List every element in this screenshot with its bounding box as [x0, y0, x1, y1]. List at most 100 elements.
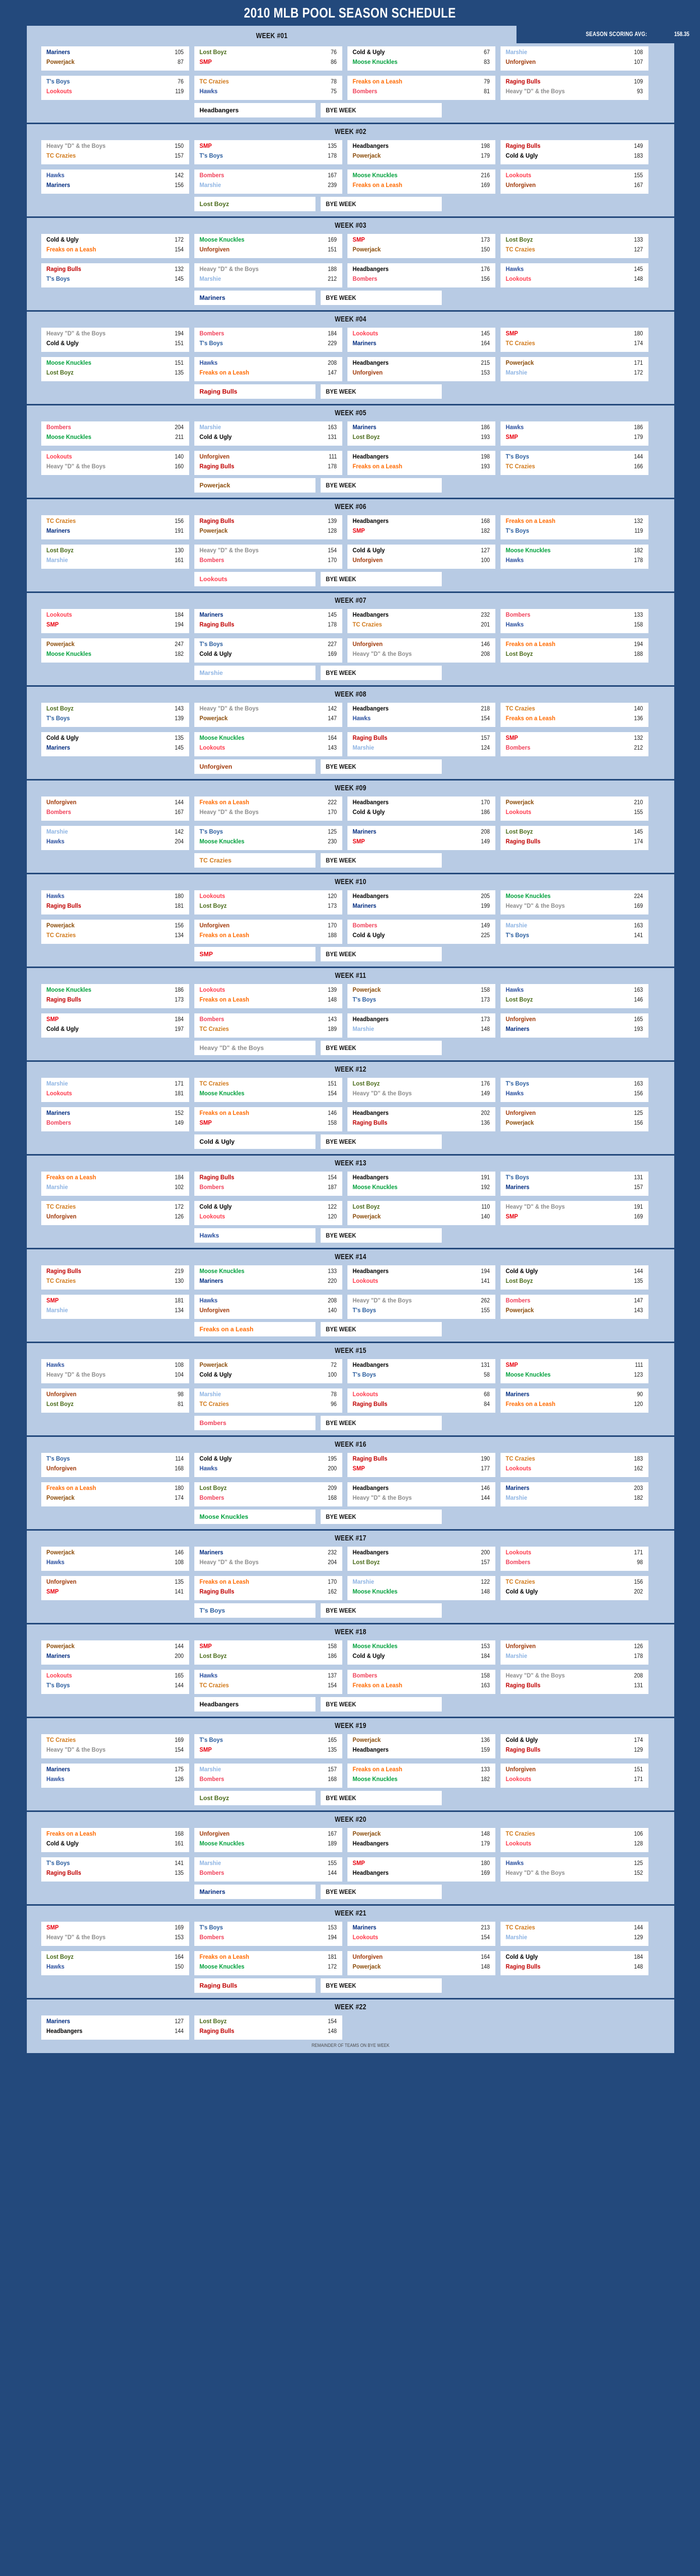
bye-team-box[interactable]: Marshie [194, 666, 315, 680]
matchup-box[interactable]: Lookouts 139 Freaks on a Leash 148 [194, 984, 342, 1008]
matchup-box[interactable]: SMP 184 Cold & Ugly 197 [41, 1013, 189, 1038]
matchup-box[interactable]: Hawks 180 Raging Bulls 181 [41, 890, 189, 914]
matchup-box[interactable]: Mariners 127 Headbangers 144 [41, 2015, 189, 2040]
matchup-box[interactable]: T's Boys 141 Raging Bulls 135 [41, 1857, 189, 1882]
matchup-box[interactable]: SMP 173 Powerjack 150 [347, 234, 495, 258]
matchup-box[interactable]: Bombers 147 Powerjack 143 [501, 1295, 648, 1319]
matchup-box[interactable]: Marshie 163 Cold & Ugly 131 [194, 421, 342, 446]
matchup-box[interactable]: Lookouts 145 Mariners 164 [347, 328, 495, 352]
matchup-box[interactable]: Powerjack 148 Headbangers 179 [347, 1828, 495, 1852]
matchup-box[interactable]: Mariners 145 Raging Bulls 178 [194, 609, 342, 633]
matchup-box[interactable]: Headbangers 176 Bombers 156 [347, 263, 495, 287]
bye-team-box[interactable]: SMP [194, 947, 315, 961]
matchup-box[interactable]: Headbangers 191 Moose Knuckles 192 [347, 1172, 495, 1196]
matchup-box[interactable]: TC Crazies 151 Moose Knuckles 154 [194, 1078, 342, 1102]
matchup-box[interactable]: Moose Knuckles 153 Cold & Ugly 184 [347, 1640, 495, 1665]
matchup-box[interactable]: Mariners 152 Bombers 149 [41, 1107, 189, 1131]
matchup-box[interactable]: TC Crazies 140 Freaks on a Leash 136 [501, 703, 648, 727]
matchup-box[interactable]: Marshie 171 Lookouts 181 [41, 1078, 189, 1102]
bye-team-box[interactable]: Mariners [194, 291, 315, 305]
matchup-box[interactable]: Heavy "D" & the Boys 188 Marshie 212 [194, 263, 342, 287]
matchup-box[interactable]: Heavy "D" & the Boys 191 SMP 169 [501, 1201, 648, 1225]
matchup-box[interactable]: SMP 111 Moose Knuckles 123 [501, 1359, 648, 1383]
matchup-box[interactable]: Headbangers 202 Raging Bulls 136 [347, 1107, 495, 1131]
matchup-box[interactable]: Freaks on a Leash 146 SMP 158 [194, 1107, 342, 1131]
matchup-box[interactable]: TC Crazies 144 Marshie 129 [501, 1922, 648, 1946]
matchup-box[interactable]: Cold & Ugly 135 Mariners 145 [41, 732, 189, 756]
matchup-box[interactable]: Lookouts 68 Raging Bulls 84 [347, 1388, 495, 1413]
matchup-box[interactable]: Lost Boyz 143 T's Boys 139 [41, 703, 189, 727]
matchup-box[interactable]: Freaks on a Leash 168 Cold & Ugly 161 [41, 1828, 189, 1852]
matchup-box[interactable]: Hawks 163 Lost Boyz 146 [501, 984, 648, 1008]
bye-team-box[interactable]: Cold & Ugly [194, 1134, 315, 1149]
matchup-box[interactable]: Freaks on a Leash 184 Marshie 102 [41, 1172, 189, 1196]
matchup-box[interactable]: Powerjack 247 Moose Knuckles 182 [41, 638, 189, 663]
matchup-box[interactable]: Unforgiven 167 Moose Knuckles 189 [194, 1828, 342, 1852]
matchup-box[interactable]: Moose Knuckles 216 Freaks on a Leash 169 [347, 170, 495, 194]
matchup-box[interactable]: Powerjack 72 Cold & Ugly 100 [194, 1359, 342, 1383]
matchup-box[interactable]: Cold & Ugly 174 Raging Bulls 129 [501, 1734, 648, 1758]
matchup-box[interactable]: Unforgiven 146 Heavy "D" & the Boys 208 [347, 638, 495, 663]
matchup-box[interactable]: Hawks 142 Mariners 156 [41, 170, 189, 194]
matchup-box[interactable]: Mariners 203 Marshie 182 [501, 1482, 648, 1506]
matchup-box[interactable]: Powerjack 156 TC Crazies 134 [41, 920, 189, 944]
matchup-box[interactable]: Moose Knuckles 151 Lost Boyz 135 [41, 357, 189, 381]
matchup-box[interactable]: Marshie 108 Unforgiven 107 [501, 46, 648, 71]
matchup-box[interactable]: Unforgiven 126 Marshie 178 [501, 1640, 648, 1665]
matchup-box[interactable]: Moose Knuckles 164 Lookouts 143 [194, 732, 342, 756]
matchup-box[interactable]: Unforgiven 164 Powerjack 148 [347, 1951, 495, 1975]
matchup-box[interactable]: Freaks on a Leash 180 Powerjack 174 [41, 1482, 189, 1506]
matchup-box[interactable]: SMP 158 Lost Boyz 186 [194, 1640, 342, 1665]
matchup-box[interactable]: Marshie 163 T's Boys 141 [501, 920, 648, 944]
matchup-box[interactable]: Mariners 90 Freaks on a Leash 120 [501, 1388, 648, 1413]
matchup-box[interactable]: Headbangers 218 Hawks 154 [347, 703, 495, 727]
matchup-box[interactable]: Raging Bulls 132 T's Boys 145 [41, 263, 189, 287]
matchup-box[interactable]: Freaks on a Leash 133 Moose Knuckles 182 [347, 1764, 495, 1788]
bye-team-box[interactable]: Freaks on a Leash [194, 1322, 315, 1336]
matchup-box[interactable]: Cold & Ugly 144 Lost Boyz 135 [501, 1265, 648, 1290]
matchup-box[interactable]: Bombers 184 T's Boys 229 [194, 328, 342, 352]
matchup-box[interactable]: Moose Knuckles 186 Raging Bulls 173 [41, 984, 189, 1008]
matchup-box[interactable]: Marshie 122 Moose Knuckles 148 [347, 1576, 495, 1600]
matchup-box[interactable]: Lost Boyz 76 SMP 86 [194, 46, 342, 71]
matchup-box[interactable]: Cold & Ugly 127 Unforgiven 100 [347, 545, 495, 569]
matchup-box[interactable]: Mariners 232 Heavy "D" & the Boys 204 [194, 1547, 342, 1571]
bye-team-box[interactable]: T's Boys [194, 1603, 315, 1618]
matchup-box[interactable]: Powerjack 210 Lookouts 155 [501, 796, 648, 821]
matchup-box[interactable]: Lost Boyz 145 Raging Bulls 174 [501, 826, 648, 850]
matchup-box[interactable]: Freaks on a Leash 181 Moose Knuckles 172 [194, 1951, 342, 1975]
matchup-box[interactable]: Mariners 213 Lookouts 154 [347, 1922, 495, 1946]
matchup-box[interactable]: Heavy "D" & the Boys 150 TC Crazies 157 [41, 140, 189, 164]
matchup-box[interactable]: T's Boys 153 Bombers 194 [194, 1922, 342, 1946]
matchup-box[interactable]: SMP 135 T's Boys 178 [194, 140, 342, 164]
matchup-box[interactable]: Cold & Ugly 195 Hawks 200 [194, 1453, 342, 1477]
matchup-box[interactable]: T's Boys 227 Cold & Ugly 169 [194, 638, 342, 663]
matchup-box[interactable]: SMP 132 Bombers 212 [501, 732, 648, 756]
bye-team-box[interactable]: Lost Boyz [194, 197, 315, 211]
bye-team-box[interactable]: Moose Knuckles [194, 1510, 315, 1524]
matchup-box[interactable]: Lookouts 120 Lost Boyz 173 [194, 890, 342, 914]
matchup-box[interactable]: Headbangers 198 Freaks on a Leash 193 [347, 451, 495, 475]
bye-team-box[interactable]: Hawks [194, 1228, 315, 1243]
matchup-box[interactable]: TC Crazies 169 Heavy "D" & the Boys 154 [41, 1734, 189, 1758]
matchup-box[interactable]: Hawks 208 Unforgiven 140 [194, 1295, 342, 1319]
bye-team-box[interactable]: Headbangers [194, 1697, 315, 1711]
matchup-box[interactable]: T's Boys 163 Hawks 156 [501, 1078, 648, 1102]
matchup-box[interactable]: Unforgiven 144 Bombers 167 [41, 796, 189, 821]
matchup-box[interactable]: Unforgiven 135 SMP 141 [41, 1576, 189, 1600]
bye-team-box[interactable]: Headbangers [194, 103, 315, 117]
matchup-box[interactable]: T's Boys 76 Lookouts 119 [41, 76, 189, 100]
matchup-box[interactable]: Raging Bulls 154 Bombers 187 [194, 1172, 342, 1196]
matchup-box[interactable]: Headbangers 205 Mariners 199 [347, 890, 495, 914]
matchup-box[interactable]: Freaks on a Leash 222 Heavy "D" & the Boys… [194, 796, 342, 821]
matchup-box[interactable]: TC Crazies 156 Cold & Ugly 202 [501, 1576, 648, 1600]
matchup-box[interactable]: T's Boys 125 Moose Knuckles 230 [194, 826, 342, 850]
matchup-box[interactable]: Headbangers 215 Unforgiven 153 [347, 357, 495, 381]
matchup-box[interactable]: Headbangers 170 Cold & Ugly 186 [347, 796, 495, 821]
matchup-box[interactable]: T's Boys 131 Mariners 157 [501, 1172, 648, 1196]
matchup-box[interactable]: Freaks on a Leash 194 Lost Boyz 188 [501, 638, 648, 663]
matchup-box[interactable]: TC Crazies 106 Lookouts 128 [501, 1828, 648, 1852]
matchup-box[interactable]: TC Crazies 172 Unforgiven 126 [41, 1201, 189, 1225]
matchup-box[interactable]: Raging Bulls 190 SMP 177 [347, 1453, 495, 1477]
matchup-box[interactable]: Moose Knuckles 224 Heavy "D" & the Boys 169 [501, 890, 648, 914]
